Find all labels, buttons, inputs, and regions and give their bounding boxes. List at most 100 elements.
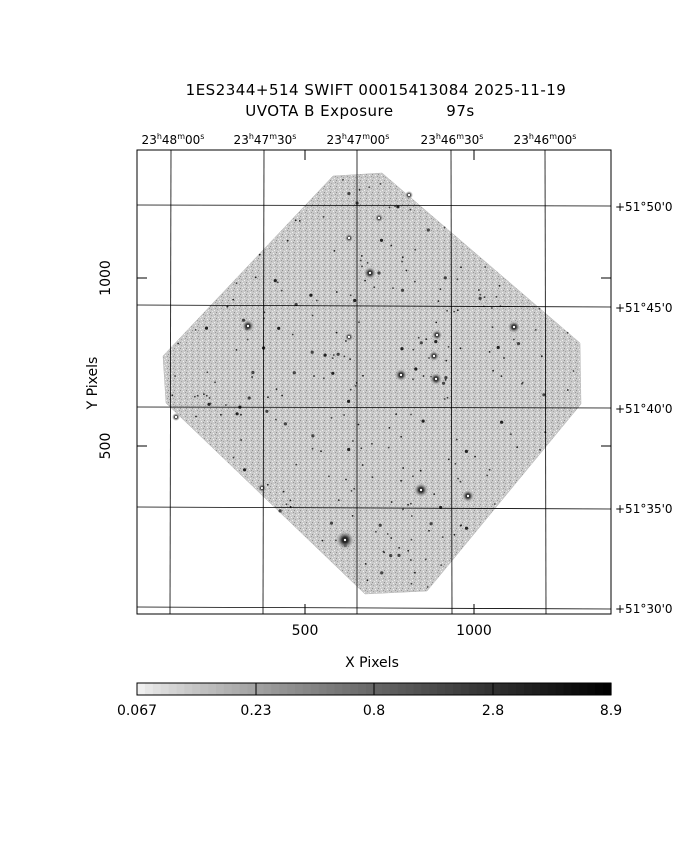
faint-source bbox=[434, 340, 438, 344]
colorbar-segment bbox=[366, 683, 375, 695]
faint-source bbox=[414, 248, 417, 251]
faint-source bbox=[500, 375, 503, 377]
faint-source bbox=[510, 433, 512, 436]
colorbar-segment bbox=[500, 683, 509, 695]
colorbar-segment bbox=[208, 683, 217, 695]
faint-source bbox=[488, 468, 491, 471]
faint-source bbox=[258, 253, 261, 256]
faint-source bbox=[286, 239, 289, 242]
faint-source bbox=[196, 394, 199, 397]
saturated-core bbox=[419, 488, 423, 492]
faint-source bbox=[195, 415, 197, 418]
faint-source bbox=[377, 271, 381, 275]
faint-source bbox=[295, 463, 298, 466]
colorbar-segment bbox=[247, 683, 257, 695]
faint-source bbox=[375, 530, 377, 533]
faint-source bbox=[336, 352, 340, 356]
faint-source bbox=[400, 347, 404, 351]
faint-source bbox=[335, 331, 338, 334]
faint-source bbox=[220, 413, 222, 416]
faint-source bbox=[276, 281, 279, 284]
faint-source bbox=[328, 475, 330, 478]
faint-source bbox=[225, 404, 227, 406]
colorbar-segment bbox=[160, 683, 170, 695]
faint-source bbox=[426, 586, 429, 588]
faint-source bbox=[283, 422, 287, 426]
colorbar-segment bbox=[200, 683, 209, 695]
faint-source bbox=[194, 395, 196, 398]
faint-source bbox=[333, 250, 336, 252]
faint-source bbox=[343, 355, 346, 358]
colorbar-segment bbox=[152, 683, 162, 695]
faint-source bbox=[421, 419, 425, 423]
faint-source bbox=[329, 521, 334, 525]
faint-source bbox=[446, 309, 448, 312]
colorbar-segment bbox=[310, 683, 320, 695]
colorbar-label: 0.8 bbox=[362, 703, 386, 719]
faint-source bbox=[358, 321, 360, 324]
faint-source bbox=[521, 382, 523, 385]
faint-source bbox=[429, 522, 433, 526]
faint-source bbox=[401, 260, 403, 263]
ra-label: 23h47m30s bbox=[233, 132, 297, 147]
faint-source bbox=[294, 219, 297, 222]
faint-source bbox=[323, 353, 327, 357]
colorbar-segment bbox=[468, 683, 478, 695]
colorbar-segment bbox=[239, 683, 249, 695]
dec-label: +51°40'0 bbox=[615, 402, 673, 416]
faint-source bbox=[540, 355, 543, 358]
faint-source bbox=[349, 358, 351, 360]
colorbar-segment bbox=[318, 683, 328, 695]
faint-source bbox=[322, 216, 325, 218]
faint-source bbox=[387, 446, 390, 449]
faint-source bbox=[419, 341, 423, 345]
faint-source bbox=[410, 559, 412, 561]
colorbar-segment bbox=[421, 683, 430, 695]
faint-source bbox=[538, 307, 541, 310]
faint-source bbox=[442, 381, 446, 385]
faint-source bbox=[443, 398, 446, 400]
faint-source bbox=[266, 483, 269, 486]
colorbar-segment bbox=[271, 683, 280, 695]
faint-source bbox=[206, 371, 209, 374]
faint-source bbox=[347, 447, 351, 452]
faint-source bbox=[460, 266, 462, 269]
faint-source bbox=[453, 310, 456, 313]
x-tick-label: 1000 bbox=[456, 623, 492, 639]
faint-source bbox=[353, 298, 357, 303]
faint-source bbox=[410, 413, 412, 416]
coordinate-grid bbox=[137, 150, 611, 614]
faint-source bbox=[232, 298, 235, 301]
saturated-core bbox=[399, 373, 403, 377]
faint-source bbox=[251, 370, 255, 375]
faint-source bbox=[208, 397, 211, 399]
faint-source bbox=[226, 305, 229, 308]
dec-label: +51°35'0 bbox=[615, 502, 673, 516]
faint-source bbox=[455, 438, 458, 441]
faint-source bbox=[443, 226, 446, 229]
colorbar-segment bbox=[168, 683, 178, 695]
faint-source bbox=[361, 464, 364, 466]
colorbar-segment bbox=[137, 683, 146, 695]
saturated-core bbox=[347, 236, 351, 240]
faint-source bbox=[400, 479, 402, 482]
faint-source bbox=[330, 416, 333, 419]
faint-source bbox=[174, 375, 177, 377]
ra-label: 23h46m30s bbox=[420, 132, 484, 147]
colorbar-segment bbox=[484, 683, 494, 695]
faint-source bbox=[358, 189, 361, 191]
faint-source bbox=[433, 493, 436, 495]
faint-source bbox=[542, 393, 546, 397]
colorbar-segment bbox=[579, 683, 588, 695]
faint-source bbox=[240, 413, 242, 416]
faint-source bbox=[177, 342, 180, 345]
dec-label: +51°30'0 bbox=[615, 602, 673, 616]
colorbar-segment bbox=[287, 683, 296, 695]
faint-source bbox=[323, 377, 325, 380]
colorbar-segment bbox=[231, 683, 241, 695]
faint-source bbox=[402, 508, 404, 511]
faint-source bbox=[572, 370, 575, 372]
faint-source bbox=[486, 474, 489, 477]
faint-source bbox=[383, 551, 386, 554]
faint-source bbox=[388, 427, 391, 429]
